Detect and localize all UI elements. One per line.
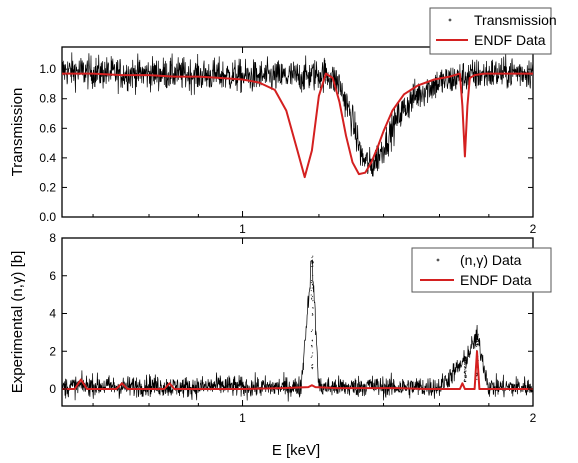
y-tick-label: 4 (49, 307, 56, 321)
endf-data-line (62, 72, 533, 179)
x-tick-label: 2 (530, 222, 537, 236)
experimental-noise-trace (62, 51, 533, 177)
legend-endf-label: ENDF Data (474, 32, 546, 48)
y-tick-label: 0.6 (39, 121, 56, 135)
y-tick-label: 0.2 (39, 180, 56, 194)
x-tick-label: 1 (239, 411, 246, 425)
capture-legend: (n,γ) Data ENDF Data (411, 247, 552, 293)
endf-data-line (62, 350, 533, 390)
y-tick-label: 2 (49, 344, 56, 358)
transmission-noise-band (62, 51, 533, 177)
legend-transmission-marker (448, 18, 452, 22)
transmission-legend-box (429, 7, 552, 55)
y-tick-label: 0.4 (39, 151, 56, 165)
transmission-panel: 0.0 0.2 0.4 0.6 0.8 1.0 1 2 Transmission Trans… (9, 7, 557, 236)
legend-transmission-label: Transmission (474, 12, 557, 28)
transmission-y-axis-label: Transmission (9, 88, 26, 177)
experimental-spike (463, 356, 467, 383)
y-tick-label: 0.0 (39, 210, 56, 224)
x-tick-label: 2 (530, 411, 537, 425)
transmission-plot-frame (61, 46, 534, 218)
y-tick-label: 8 (49, 231, 56, 245)
experimental-spike (310, 255, 314, 370)
x-tick-label: 1 (239, 222, 246, 236)
capture-legend-box (411, 247, 552, 293)
y-tick-label: 6 (49, 269, 56, 283)
x-axis-label: E [keV] (272, 442, 320, 459)
y-tick-label: 0 (49, 382, 56, 396)
y-tick-label: 0.8 (39, 92, 56, 106)
legend-capture-endf-label: ENDF Data (460, 272, 532, 288)
capture-plot-frame (61, 237, 534, 407)
transmission-legend: Transmission ENDF Data (429, 7, 557, 55)
legend-capture-marker (436, 258, 440, 262)
capture-y-axis-label: Experimental (n,γ) [b] (9, 251, 26, 394)
legend-capture-label: (n,γ) Data (460, 252, 522, 268)
y-tick-label: 1.0 (39, 62, 56, 76)
